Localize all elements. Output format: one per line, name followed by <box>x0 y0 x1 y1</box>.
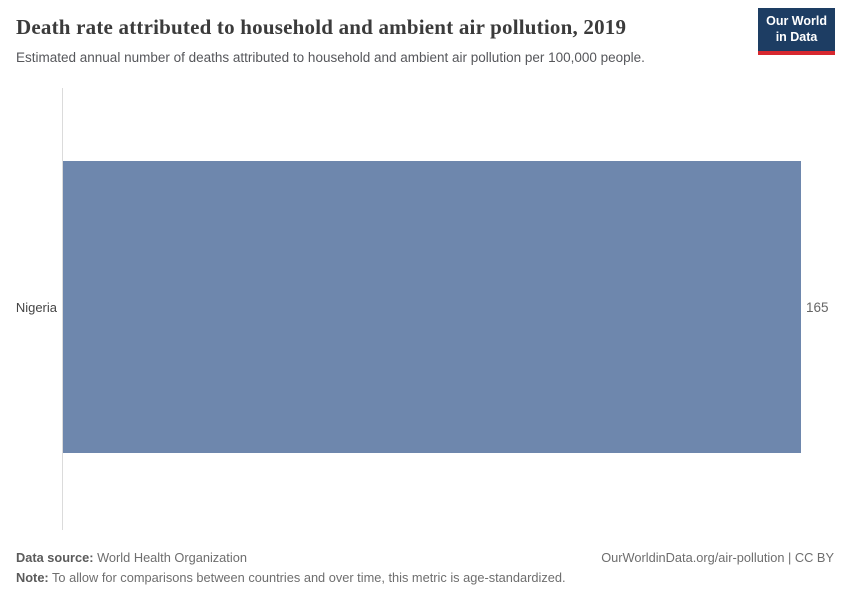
data-source-label: Data source: <box>16 550 94 565</box>
attribution-link[interactable]: OurWorldinData.org/air-pollution | CC BY <box>601 550 834 565</box>
chart-title: Death rate attributed to household and a… <box>16 15 627 39</box>
note-label: Note: <box>16 569 49 585</box>
value-label-nigeria: 165 <box>806 300 829 315</box>
note-value: To allow for comparisons between countri… <box>48 569 566 585</box>
data-source-value: World Health Organization <box>93 550 247 565</box>
y-axis-line <box>62 88 63 530</box>
chart-subtitle: Estimated annual number of deaths attrib… <box>16 50 645 65</box>
footer-row-note: Note: To allow for comparisons between c… <box>16 568 834 588</box>
footer-row-source: Data source: World Health Organization O… <box>16 548 834 568</box>
entity-label-nigeria: Nigeria <box>15 300 57 315</box>
plot-area <box>62 88 801 530</box>
data-source-text: Data source: World Health Organization <box>16 548 247 568</box>
owid-logo-line1: Our World <box>766 14 827 28</box>
bar-nigeria[interactable] <box>63 161 801 453</box>
chart-footer: Data source: World Health Organization O… <box>16 548 834 588</box>
owid-logo[interactable]: Our World in Data <box>758 8 835 56</box>
owid-logo-line2: in Data <box>775 29 818 44</box>
